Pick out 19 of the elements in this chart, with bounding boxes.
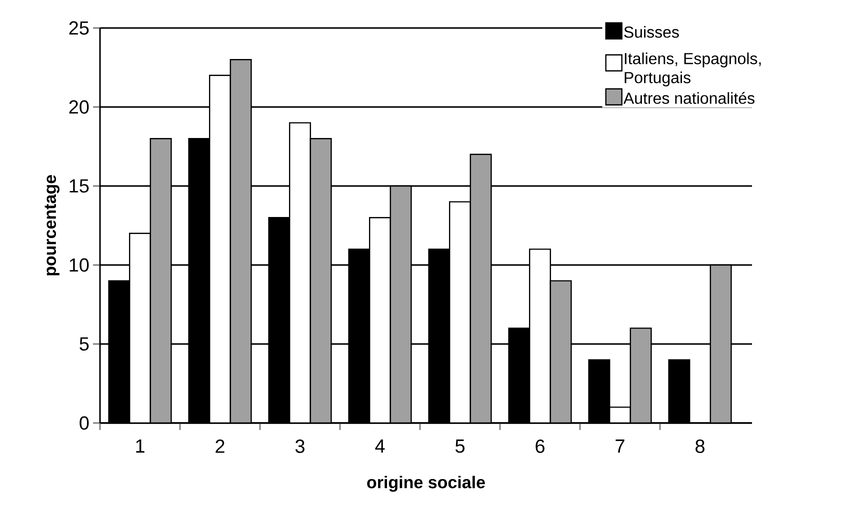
y-axis-title: pourcentage <box>44 175 60 276</box>
y-tick-label: 25 <box>69 21 89 35</box>
x-tick-label: 6 <box>536 440 544 453</box>
y-tick-label: 10 <box>70 258 89 272</box>
legend-label: Suisses <box>624 26 679 38</box>
x-tick-label: 2 <box>216 440 224 453</box>
x-tick-label: 4 <box>375 440 385 453</box>
x-axis-title: origine sociale <box>367 476 485 492</box>
x-tick-label: 5 <box>455 440 464 453</box>
x-tick-label: 1 <box>136 440 144 453</box>
x-tick-label: 8 <box>696 440 704 453</box>
x-tick-label: 3 <box>295 440 304 453</box>
x-tick-label: 7 <box>616 440 624 453</box>
legend-label: Italiens, Espagnols, Portugais <box>624 52 761 86</box>
legend-label: Autres nationalités <box>623 92 754 104</box>
y-tick-label: 0 <box>80 416 89 430</box>
y-tick-label: 5 <box>80 337 89 351</box>
y-tick-label: 20 <box>69 100 89 114</box>
y-tick-label: 15 <box>70 179 89 193</box>
